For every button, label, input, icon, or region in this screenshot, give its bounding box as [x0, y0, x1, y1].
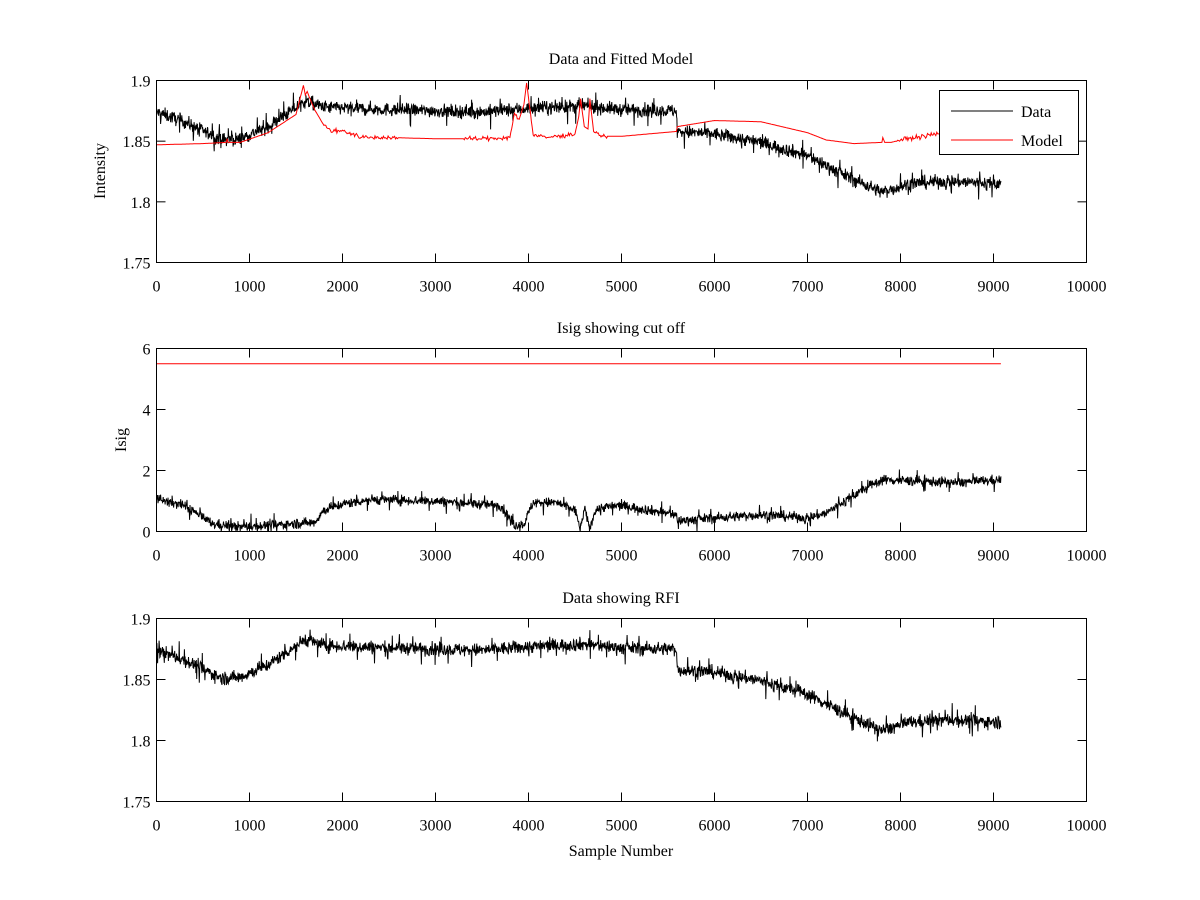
- y-tick-label: 1.9: [131, 74, 151, 91]
- x-tick-label: 5000: [606, 818, 638, 835]
- y-tick-label: 1.8: [131, 195, 151, 212]
- chart-title: Data and Fitted Model: [549, 51, 694, 68]
- x-tick-label: 5000: [606, 548, 638, 565]
- x-tick-label: 10000: [1067, 548, 1107, 565]
- x-tick-label: 7000: [792, 279, 824, 296]
- panel-isig-showing-cut-off: Isig showing cut off Isig 0 1000 2000 3000 4…: [113, 320, 1107, 565]
- chart-title: Isig showing cut off: [557, 320, 686, 337]
- y-tick-label: 1.85: [123, 134, 151, 151]
- y-axis-label: Intensity: [92, 143, 109, 199]
- panel-data-showing-rfi: Data showing RFI 0 1000 2000 3000 4000 5000 60…: [123, 590, 1107, 860]
- x-tick-label: 5000: [606, 279, 638, 296]
- x-tick-label: 9000: [978, 818, 1010, 835]
- panel-data-and-fitted-model: Data and Fitted Model Intensity 0 1000 200…: [92, 51, 1107, 296]
- x-tick-label: 10000: [1067, 279, 1107, 296]
- y-tick-label: 1.85: [123, 673, 151, 690]
- x-tick-label: 9000: [978, 279, 1010, 296]
- x-tick-label: 8000: [885, 818, 917, 835]
- x-tick-label: 3000: [420, 818, 452, 835]
- y-tick-label: 6: [143, 342, 151, 359]
- ticks-layer: 0 1000 2000 3000 4000 5000 6000 7000 8000 9000 100…: [123, 612, 1107, 835]
- ticks-layer: 0 1000 2000 3000 4000 5000 6000 7000 8000 9000 100…: [123, 74, 1107, 296]
- legend: Data Model: [939, 90, 1079, 155]
- series-line-model: [156, 82, 1001, 146]
- x-tick-label: 8000: [885, 548, 917, 565]
- x-tick-label: 0: [153, 279, 161, 296]
- x-tick-label: 7000: [792, 818, 824, 835]
- y-tick-label: 1.75: [123, 256, 151, 273]
- y-tick-label: 4: [143, 403, 151, 420]
- series-layer: [156, 82, 1002, 200]
- x-tick-label: 6000: [699, 279, 731, 296]
- series-line-data: [156, 92, 1002, 200]
- y-tick-label: 1.8: [131, 734, 151, 751]
- x-axis-label: Sample Number: [569, 843, 674, 860]
- y-tick-label: 1.9: [131, 612, 151, 629]
- x-tick-label: 4000: [513, 279, 545, 296]
- x-tick-label: 6000: [699, 548, 731, 565]
- x-tick-label: 4000: [513, 818, 545, 835]
- x-tick-label: 2000: [327, 279, 359, 296]
- series-layer: [156, 363, 1002, 532]
- legend-box: [939, 90, 1079, 155]
- x-tick-label: 2000: [327, 548, 359, 565]
- chart-title: Data showing RFI: [562, 590, 679, 607]
- y-tick-label: 1.75: [123, 795, 151, 812]
- x-tick-label: 3000: [420, 548, 452, 565]
- series-line-data: [156, 629, 1002, 742]
- x-tick-label: 1000: [234, 548, 266, 565]
- x-tick-label: 7000: [792, 548, 824, 565]
- x-tick-label: 3000: [420, 279, 452, 296]
- x-tick-label: 6000: [699, 818, 731, 835]
- x-tick-label: 8000: [885, 279, 917, 296]
- legend-label-data: Data: [1021, 104, 1051, 121]
- x-tick-label: 4000: [513, 548, 545, 565]
- legend-label-model: Model: [1021, 133, 1063, 150]
- series-layer: [156, 629, 1002, 742]
- y-tick-label: 2: [143, 464, 151, 481]
- x-tick-label: 0: [153, 818, 161, 835]
- x-tick-label: 1000: [234, 279, 266, 296]
- x-tick-label: 0: [153, 548, 161, 565]
- y-axis-label: Isig: [113, 428, 130, 452]
- ticks-layer: 0 1000 2000 3000 4000 5000 6000 7000 8000 9000 100…: [143, 342, 1107, 565]
- x-tick-label: 1000: [234, 818, 266, 835]
- x-tick-label: 9000: [978, 548, 1010, 565]
- x-tick-label: 2000: [327, 818, 359, 835]
- x-tick-label: 10000: [1067, 818, 1107, 835]
- series-line-isig: [156, 469, 1002, 532]
- y-tick-label: 0: [143, 525, 151, 542]
